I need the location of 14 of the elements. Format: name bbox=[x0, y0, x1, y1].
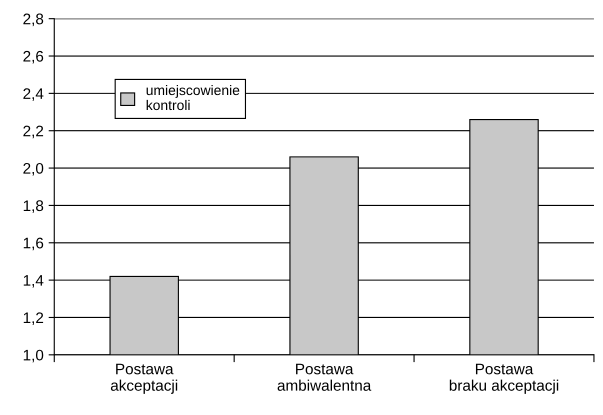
x-tick-label: Postawa ambiwalentna bbox=[278, 364, 372, 391]
y-tick-label: 2,0 bbox=[23, 162, 44, 176]
y-tick-label: 2,2 bbox=[23, 126, 44, 138]
y-tick-label: 1,0 bbox=[24, 350, 44, 362]
x-tick-label: Postawa braku akceptacji bbox=[450, 364, 558, 394]
y-tick-label: 1,8 bbox=[24, 200, 44, 213]
y-tick-label: 1,2 bbox=[24, 312, 44, 325]
y-tick-label: 2,4 bbox=[23, 88, 44, 101]
y-tick-label: 2,6 bbox=[23, 50, 44, 64]
legend-label: umiejscowienie kontroli bbox=[146, 84, 240, 110]
y-tick-label: 1,6 bbox=[24, 238, 44, 250]
y-tick-label: 2,8 bbox=[23, 14, 44, 26]
y-tick-label: 1,4 bbox=[24, 275, 44, 288]
x-tick-label: Postawa akceptacji bbox=[110, 364, 178, 394]
